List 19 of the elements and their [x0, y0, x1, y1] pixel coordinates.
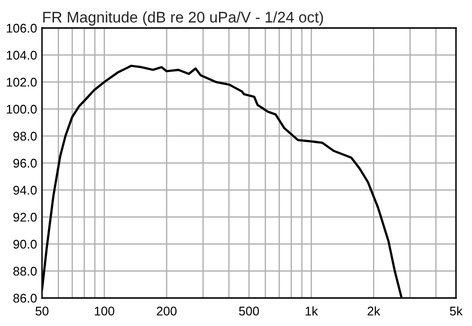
x-tick-label: 5k: [450, 306, 463, 316]
x-tick-label: 50: [36, 306, 48, 316]
y-tick-label: 88.0: [13, 266, 37, 276]
y-tick-label: 96.0: [13, 158, 37, 168]
y-tick-label: 98.0: [13, 132, 37, 141]
x-tick-label: 100: [94, 306, 114, 316]
y-tick-label: 102.0: [6, 78, 37, 87]
y-tick-label: 92.0: [13, 212, 37, 222]
chart-title: FR Magnitude (dB re 20 uPa/V - 1/24 oct): [43, 11, 323, 26]
y-tick-label: 94.0: [13, 186, 37, 195]
y-tick-label: 104.0: [6, 50, 37, 60]
x-tick-label: 500: [239, 306, 259, 316]
y-tick-label: 90.0: [13, 240, 37, 249]
x-tick-label: 200: [156, 306, 177, 316]
y-tick-label: 100.0: [6, 104, 37, 114]
y-tick-label: 86.0: [13, 294, 37, 303]
x-tick-label: 2k: [368, 306, 380, 316]
x-tick-label: 1k: [306, 306, 318, 316]
y-tick-label: 106.0: [6, 24, 37, 33]
